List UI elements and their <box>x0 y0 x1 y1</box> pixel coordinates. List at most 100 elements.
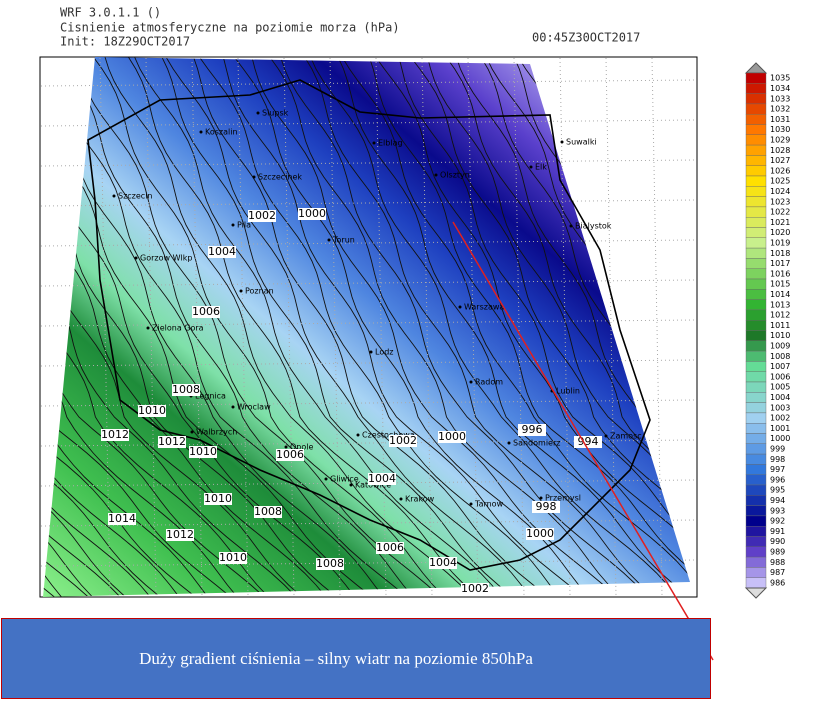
colorbar-label: 1019 <box>770 238 790 247</box>
colorbar-cell <box>745 196 767 208</box>
colorbar-cell <box>745 567 767 578</box>
pressure-field <box>43 57 690 597</box>
colorbar-label: 992 <box>770 517 785 526</box>
city-label: Torun <box>332 236 355 245</box>
colorbar-label: 1027 <box>770 156 790 165</box>
isobar <box>93 57 445 597</box>
contour-label: 1010 <box>204 492 232 505</box>
meridian <box>421 57 433 597</box>
city-dot <box>569 224 573 228</box>
colorbar-cell <box>745 299 767 311</box>
city-label: Krakow <box>405 495 435 504</box>
city-dot <box>146 326 150 330</box>
isobar <box>43 57 180 597</box>
field: Cisnienie atmosferyczne na poziomie morz… <box>60 21 400 35</box>
contour-label: 1004 <box>368 472 396 485</box>
city-label: Lublin <box>556 387 580 396</box>
isobar <box>0 57 32 597</box>
colorbar-label: 1021 <box>770 218 790 227</box>
isobar <box>161 57 514 597</box>
meridian <box>559 57 571 597</box>
isobar <box>337 57 690 597</box>
colorbar-cell <box>745 237 767 249</box>
colorbar-label: 998 <box>770 455 785 464</box>
colorbar-label: 1015 <box>770 280 790 289</box>
isobar <box>43 57 196 597</box>
city-dot <box>190 430 194 434</box>
city-label: Suwalki <box>566 138 597 147</box>
meridian <box>375 57 387 597</box>
colorbar-label: 988 <box>770 558 785 567</box>
city-dot <box>399 497 403 501</box>
contour-label: 1002 <box>248 209 276 222</box>
colorbar-cap <box>744 587 768 599</box>
isobar <box>43 57 161 597</box>
meridian <box>237 57 249 597</box>
contour-label: 1006 <box>192 305 220 318</box>
annotation-box: Duży gradient ciśnienia – silny wiatr na… <box>1 618 711 699</box>
colorbar-cell <box>745 361 767 372</box>
meridian <box>283 57 295 597</box>
city-label: Koszalin <box>205 128 238 137</box>
colorbar-label: 1018 <box>770 249 790 258</box>
contour-labels: 1002 100010041006100810101012101210101010… <box>101 207 602 595</box>
colorbar-label: 1011 <box>770 321 790 330</box>
colorbar-label: 994 <box>770 496 785 505</box>
contour-label-bg <box>461 583 489 595</box>
cities: Slupsk Koszalin Elblag Olsztyn Suwalki Elk Szc… <box>112 109 642 509</box>
city-label: Lodz <box>375 348 394 357</box>
city-label: Wroclaw <box>237 403 271 412</box>
contour-label: 1000 <box>526 527 554 540</box>
contour-label-bg <box>276 449 304 461</box>
city-dot <box>434 173 438 177</box>
colorbar-label: 1026 <box>770 166 790 175</box>
colorbar-label: 1029 <box>770 135 790 144</box>
colorbar-label: 995 <box>770 486 785 495</box>
isobar <box>43 57 238 597</box>
colorbar-label: 999 <box>770 444 785 453</box>
colorbar-cell <box>745 83 767 94</box>
colorbar-label: 1031 <box>770 115 790 124</box>
contour-label-bg <box>172 384 200 396</box>
contour-label-bg <box>254 506 282 518</box>
colorbar-label: 1005 <box>770 383 790 392</box>
city-dot <box>369 350 373 354</box>
city-label: Poznan <box>245 287 274 296</box>
colorbar-label: 1012 <box>770 311 790 320</box>
colorbar-cell <box>745 134 767 146</box>
city-label: Tarnow <box>474 500 504 509</box>
colorbar-label: 1007 <box>770 362 790 371</box>
colorbar-cell <box>745 526 767 537</box>
colorbar-cell <box>745 72 767 84</box>
colorbar-label: 1002 <box>770 414 790 423</box>
colorbar-cell <box>745 330 767 342</box>
colorbar-cell <box>745 443 767 455</box>
contour-label-bg <box>204 493 232 505</box>
city-dot <box>327 238 331 242</box>
colorbar-cell <box>745 505 767 517</box>
meridian <box>99 57 111 597</box>
contour-label: 1010 <box>138 404 166 417</box>
city-label: Czestochowa <box>362 431 415 440</box>
city-dot <box>349 483 353 487</box>
isobar <box>43 57 231 597</box>
contour-label-bg <box>438 431 466 443</box>
isobar <box>43 57 337 597</box>
colorbar-cell <box>745 258 767 269</box>
colorbar-label: 997 <box>770 465 785 474</box>
isobar <box>43 57 265 597</box>
colorbar-label: 1030 <box>770 125 790 134</box>
meridian <box>191 57 203 597</box>
city-dot <box>256 111 260 115</box>
isobar <box>445 57 690 597</box>
city-label: Szczecinek <box>258 173 302 182</box>
contour-label-bg <box>389 435 417 447</box>
colorbar-cell <box>745 484 767 496</box>
city-dot <box>284 445 288 449</box>
colorbar-cap <box>744 62 768 74</box>
isobar <box>104 57 473 597</box>
annotation-text: Duży gradient ciśnienia – silny wiatr na… <box>139 648 533 668</box>
contour-label: 1012 <box>101 428 129 441</box>
